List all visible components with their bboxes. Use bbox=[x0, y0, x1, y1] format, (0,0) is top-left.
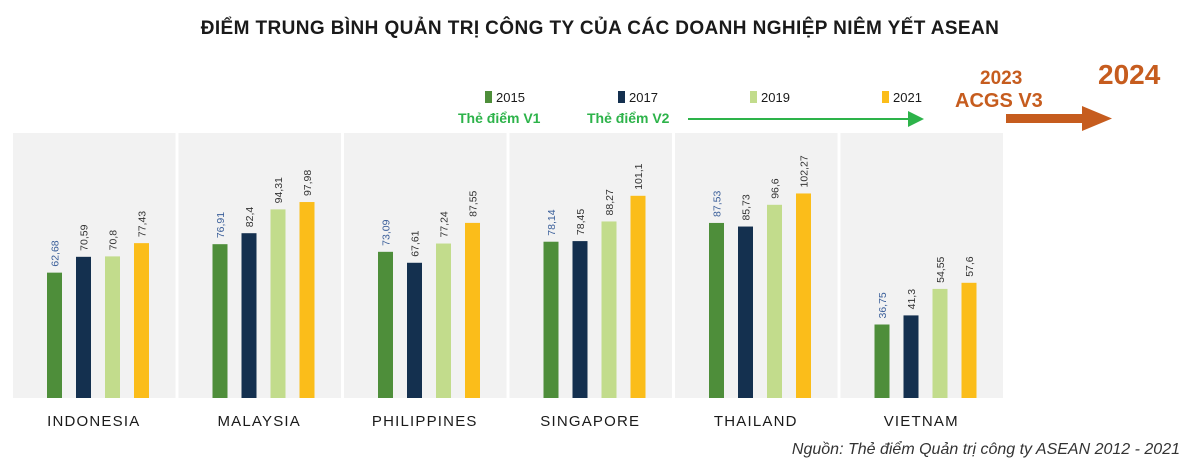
data-label: 70,8 bbox=[108, 230, 120, 251]
data-label: 102,27 bbox=[799, 155, 811, 187]
bar-2019 bbox=[932, 288, 948, 398]
annotation-2024: 2024 bbox=[1098, 59, 1161, 90]
data-label: 70,59 bbox=[79, 224, 91, 250]
bar-2021 bbox=[299, 202, 315, 398]
data-label: 73,09 bbox=[381, 219, 393, 245]
data-label: 87,53 bbox=[712, 191, 724, 217]
bar-2019 bbox=[601, 221, 617, 398]
data-label: 77,43 bbox=[137, 211, 149, 237]
bar-2021 bbox=[134, 243, 149, 398]
data-label: 54,55 bbox=[935, 256, 947, 282]
category-label: SINGAPORE bbox=[540, 413, 640, 430]
legend-swatch-2019 bbox=[750, 91, 757, 103]
annotation-v2: Thẻ điểm V2 bbox=[587, 110, 670, 126]
annotation-v1: Thẻ điểm V1 bbox=[458, 110, 541, 126]
country-panel bbox=[509, 133, 672, 398]
data-label: 85,73 bbox=[741, 194, 753, 220]
country-panel bbox=[13, 133, 176, 398]
data-label: 36,75 bbox=[877, 292, 889, 318]
annotation-2023: 2023 bbox=[980, 68, 1022, 89]
bar-2017 bbox=[76, 256, 91, 398]
data-label: 101,1 bbox=[633, 163, 645, 189]
data-label: 82,4 bbox=[244, 207, 256, 228]
bar-2019 bbox=[270, 209, 286, 398]
data-label: 77,24 bbox=[439, 211, 451, 237]
bar-2017 bbox=[407, 262, 422, 398]
data-label: 78,14 bbox=[546, 209, 558, 235]
orange-arrow bbox=[1006, 106, 1112, 131]
bar-2019 bbox=[767, 204, 782, 398]
annotation-acgs-v3: ACGS V3 bbox=[955, 90, 1043, 112]
data-label: 78,45 bbox=[575, 209, 587, 235]
country-panel bbox=[840, 133, 1003, 398]
category-label: VIETNAM bbox=[884, 413, 959, 430]
bar-2015 bbox=[378, 251, 393, 398]
legend-label-2017: 2017 bbox=[629, 90, 658, 105]
bar-2015 bbox=[874, 324, 890, 398]
data-label: 67,61 bbox=[410, 230, 422, 256]
bar-2015 bbox=[47, 272, 62, 398]
chart-title: ĐIỂM TRUNG BÌNH QUẢN TRỊ CÔNG TY CỦA CÁC… bbox=[200, 18, 1000, 39]
bar-2015 bbox=[212, 244, 228, 398]
legend-label-2021: 2021 bbox=[893, 90, 922, 105]
bar-2017 bbox=[241, 233, 257, 398]
category-label: MALAYSIA bbox=[217, 413, 301, 430]
data-label: 76,91 bbox=[215, 212, 227, 238]
data-label: 97,98 bbox=[302, 170, 314, 196]
bar-2021 bbox=[630, 195, 646, 398]
data-label: 88,27 bbox=[604, 189, 616, 215]
data-label: 94,31 bbox=[273, 177, 285, 203]
category-label: THAILAND bbox=[714, 413, 798, 430]
bar-2017 bbox=[738, 226, 753, 398]
bar-2015 bbox=[543, 241, 559, 398]
legend-swatch-2021 bbox=[882, 91, 889, 103]
data-label: 96,6 bbox=[770, 178, 782, 199]
bar-2017 bbox=[903, 315, 919, 398]
category-label: PHILIPPINES bbox=[372, 413, 478, 430]
country-panel bbox=[344, 133, 507, 398]
bar-2019 bbox=[436, 243, 451, 398]
category-label: INDONESIA bbox=[47, 413, 140, 430]
country-panel bbox=[178, 133, 341, 398]
data-label: 57,6 bbox=[964, 256, 976, 277]
data-label: 62,68 bbox=[50, 240, 62, 266]
bar-2021 bbox=[961, 282, 977, 398]
data-label: 41,3 bbox=[906, 289, 918, 310]
bar-2015 bbox=[709, 222, 724, 398]
source-note: Nguồn: Thẻ điểm Quản trị công ty ASEAN 2… bbox=[791, 441, 1180, 458]
country-panel bbox=[675, 133, 838, 398]
bar-2021 bbox=[796, 193, 811, 398]
bar-2021 bbox=[465, 222, 480, 398]
data-label: 87,55 bbox=[468, 190, 480, 216]
legend-swatch-2015 bbox=[485, 91, 492, 103]
bar-2019 bbox=[105, 256, 120, 398]
legend-label-2019: 2019 bbox=[761, 90, 790, 105]
legend-label-2015: 2015 bbox=[496, 90, 525, 105]
legend-swatch-2017 bbox=[618, 91, 625, 103]
bar-2017 bbox=[572, 241, 588, 398]
